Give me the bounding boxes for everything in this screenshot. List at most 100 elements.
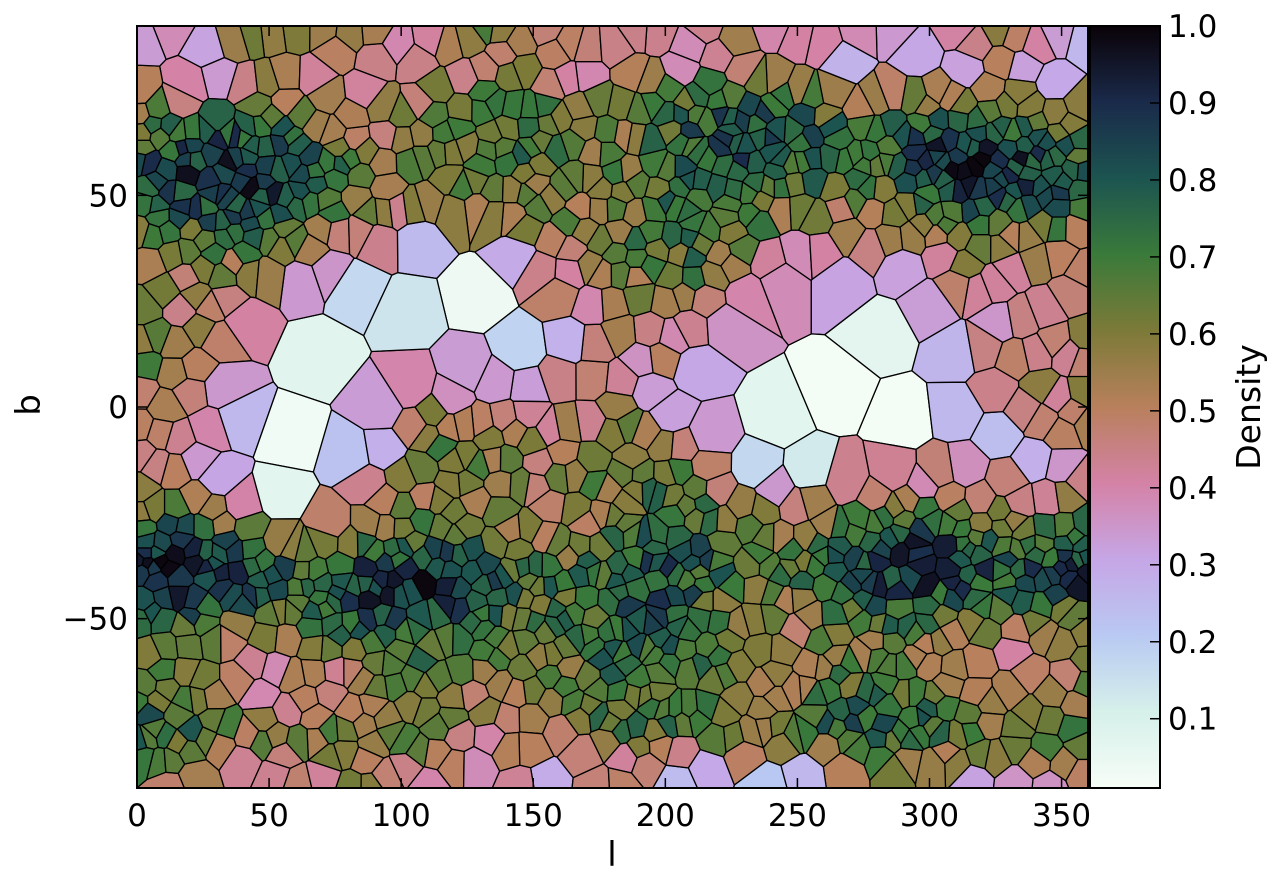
voronoi-cell <box>239 26 266 62</box>
colorbar-ticks: 0.1 0.2 0.3 0.4 0.5 0.6 0.7 0.8 0.9 1.0 <box>1150 9 1217 738</box>
voronoi-cell <box>860 570 879 596</box>
voronoi-cell <box>259 102 286 130</box>
voronoi-cell <box>408 481 436 511</box>
voronoi-cell <box>323 655 345 687</box>
voronoi-cell <box>978 138 999 157</box>
voronoi-cell <box>686 135 710 167</box>
voronoi-cell <box>563 191 592 221</box>
voronoi-cell <box>1054 134 1076 158</box>
voronoi-cell <box>644 661 677 686</box>
voronoi-cell <box>623 683 642 712</box>
voronoi-cell <box>984 737 1013 779</box>
voronoi-cell <box>1049 594 1080 625</box>
voronoi-cell <box>307 743 343 773</box>
voronoi-cell <box>869 153 886 178</box>
voronoi-cell <box>792 704 829 729</box>
voronoi-cell <box>504 213 545 247</box>
voronoi-cell <box>611 488 649 516</box>
voronoi-cell <box>1034 705 1066 736</box>
voronoi-cell <box>778 612 813 650</box>
voronoi-cell <box>983 455 1031 498</box>
voronoi-cell <box>828 664 852 686</box>
voronoi-cell <box>298 702 335 730</box>
voronoi-cell <box>864 114 888 144</box>
voronoi-cell <box>689 590 714 613</box>
voronoi-cell <box>598 26 637 71</box>
voronoi-cell <box>137 246 168 286</box>
voronoi-cell <box>622 519 642 550</box>
voronoi-cell <box>933 169 956 191</box>
voronoi-cell <box>997 220 1020 254</box>
voronoi-cell <box>884 579 914 601</box>
voronoi-cell <box>925 381 985 444</box>
x-tick-label: 250 <box>768 798 827 834</box>
voronoi-cell <box>239 197 256 221</box>
voronoi-cell <box>700 259 731 293</box>
voronoi-cell <box>137 519 158 538</box>
voronoi-cell <box>386 569 405 590</box>
voronoi-cell <box>732 759 788 788</box>
voronoi-cell <box>1022 402 1060 442</box>
voronoi-cell <box>714 627 747 654</box>
voronoi-cell <box>1031 173 1052 198</box>
voronoi-cell <box>801 123 825 149</box>
voronoi-cell <box>738 713 765 749</box>
voronoi-cell <box>481 446 502 475</box>
voronoi-cell <box>816 68 858 110</box>
voronoi-cell <box>1033 566 1053 593</box>
voronoi-cell <box>394 616 415 646</box>
voronoi-cell <box>503 537 536 562</box>
voronoi-cell <box>900 143 928 162</box>
voronoi-cell <box>516 426 548 457</box>
voronoi-cell <box>769 80 796 112</box>
voronoi-cell <box>620 152 644 183</box>
voronoi-cell <box>552 633 581 660</box>
voronoi-cell <box>554 234 589 262</box>
voronoi-cell <box>1067 347 1088 378</box>
voronoi-cell <box>306 161 326 179</box>
voronoi-cell <box>254 154 277 176</box>
voronoi-cell <box>249 730 274 762</box>
voronoi-cell <box>708 549 735 573</box>
voronoi-cell <box>451 543 470 568</box>
voronoi-cell <box>566 509 602 538</box>
colorbar: 0.1 0.2 0.3 0.4 0.5 0.6 0.7 0.8 0.9 1.0 Density <box>1089 9 1268 789</box>
voronoi-cell <box>192 228 217 254</box>
voronoi-cell <box>362 272 450 353</box>
voronoi-cell <box>869 671 900 695</box>
voronoi-cell <box>671 281 697 313</box>
voronoi-cell <box>494 61 524 93</box>
voronoi-cell <box>342 67 390 110</box>
voronoi-cell <box>953 699 983 725</box>
voronoi-cell <box>706 302 790 374</box>
voronoi-cell <box>1052 559 1069 578</box>
voronoi-cell <box>182 535 204 559</box>
voronoi-cell <box>881 613 899 636</box>
voronoi-cell <box>199 194 220 217</box>
y-tick-label: −50 <box>63 602 128 638</box>
voronoi-cell <box>908 724 931 751</box>
voronoi-cell <box>968 617 1003 651</box>
voronoi-cell <box>360 772 384 788</box>
voronoi-cell <box>509 365 551 403</box>
voronoi-cell <box>624 266 655 289</box>
colorbar-tick-label: 0.1 <box>1168 702 1217 738</box>
voronoi-cell <box>1010 149 1030 168</box>
voronoi-cell <box>432 469 461 499</box>
x-tick-label: 150 <box>504 798 563 834</box>
voronoi-cell <box>449 597 471 625</box>
voronoi-cell <box>569 284 605 326</box>
voronoi-cell <box>311 248 355 305</box>
voronoi-cell <box>993 336 1030 382</box>
voronoi-cell <box>665 132 690 157</box>
voronoi-cell <box>947 550 973 570</box>
voronoi-cell <box>1060 158 1080 182</box>
voronoi-cell <box>673 102 689 126</box>
voronoi-cell <box>523 472 552 508</box>
voronoi-cell <box>1069 196 1088 222</box>
voronoi-cell <box>1036 319 1071 359</box>
voronoi-cell <box>245 570 270 589</box>
voronoi-cell <box>333 691 365 724</box>
voronoi-cell <box>423 535 444 560</box>
